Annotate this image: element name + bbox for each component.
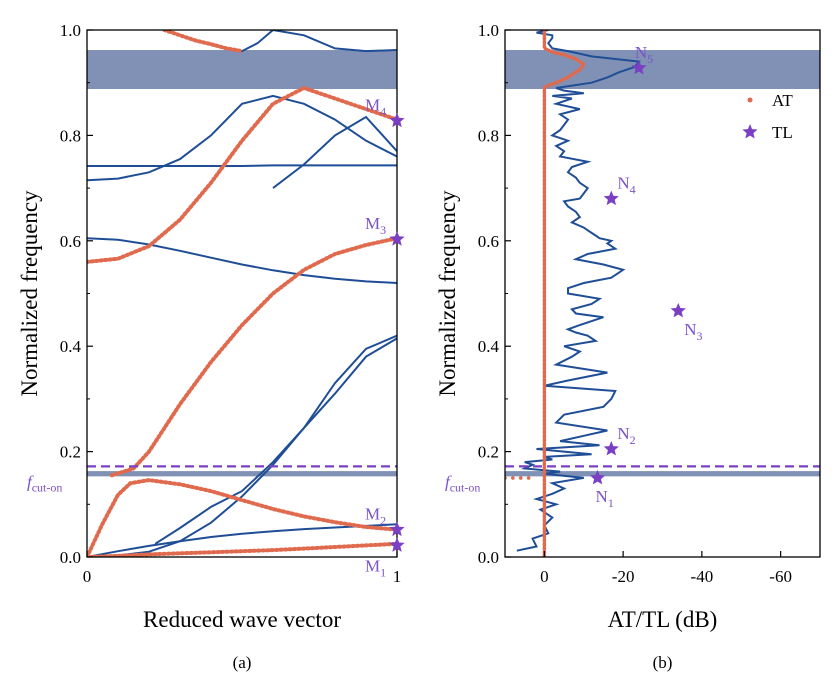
- y-tick-label: 1.0: [60, 21, 81, 40]
- marker-label-M2: M2: [365, 505, 386, 528]
- marker-star-N4: [603, 190, 619, 206]
- marker-label-N5: N5: [635, 43, 653, 66]
- x-tick-label: 0: [540, 567, 549, 586]
- y-tick-label: 0.2: [60, 443, 81, 462]
- bandgap-band: [87, 471, 397, 477]
- x-axis-title: AT/TL (dB): [608, 607, 718, 632]
- dispersion-curve: [87, 237, 397, 284]
- at-series-dot: [487, 476, 491, 480]
- y-axis-title: Normalized frequency: [17, 190, 42, 397]
- panel-caption: (b): [653, 653, 673, 672]
- marker-star-N3: [670, 302, 686, 318]
- y-tick-label: 0.0: [60, 548, 81, 567]
- dispersion-curve: [87, 94, 397, 182]
- dispersion-curve: [87, 164, 397, 167]
- plot-area: [87, 30, 397, 557]
- x-tick-label: -40: [691, 567, 714, 586]
- legend-at-swatch: [747, 97, 753, 103]
- x-tick-label: -60: [769, 567, 792, 586]
- cut-on-label: fcut-on: [445, 472, 480, 494]
- marker-star-M3: [389, 231, 405, 246]
- highlight-curve: [87, 85, 397, 264]
- y-tick-label: 0.6: [60, 232, 81, 251]
- marker-label-N1: N1: [596, 487, 614, 510]
- at-series-dot: [518, 476, 523, 480]
- at-series-dot: [526, 476, 531, 480]
- marker-star-M1: [389, 537, 405, 552]
- highlight-curve: [87, 541, 397, 557]
- marker-label-M1: M1: [365, 556, 386, 579]
- y-tick-label: 0.4: [60, 337, 82, 356]
- y-tick-label: 0.8: [478, 126, 499, 145]
- y-tick-label: 0.2: [478, 443, 499, 462]
- marker-label-M4: M4: [365, 96, 386, 119]
- x-tick-label: 0: [83, 567, 92, 586]
- plot-area: [487, 30, 641, 557]
- legend-tl-swatch: [742, 124, 758, 139]
- y-tick-label: 0.8: [60, 126, 81, 145]
- at-series-dot: [495, 476, 499, 480]
- x-tick-label: 1: [393, 567, 402, 586]
- marker-star-N1: [589, 469, 606, 485]
- marker-star-N5: [631, 59, 647, 75]
- x-axis-title: Reduced wave vector: [143, 607, 341, 632]
- marker-label-N2: N2: [617, 424, 635, 447]
- panel-b: 0.0 0.2 0.4 0.6 0.8 1.0 0 -20 -40 -60 AT/TL (dB) No…: [435, 21, 821, 672]
- dispersion-curve: [272, 115, 397, 189]
- legend: AT TL: [742, 91, 793, 142]
- highlight-curve: [87, 478, 397, 557]
- tl-series-line: [516, 30, 641, 552]
- bandgap-band: [87, 50, 397, 90]
- at-series-dot: [511, 476, 515, 480]
- y-axis-title: Normalized frequency: [435, 190, 460, 397]
- panel-caption: (a): [233, 653, 252, 672]
- marker-star-M2: [389, 521, 405, 537]
- marker-label-M3: M3: [365, 214, 386, 237]
- bandgap-band: [505, 471, 820, 477]
- y-tick-label: 0.4: [478, 337, 500, 356]
- panel-a: 0.0 0.2 0.4 0.6 0.8 1.0 0 1 Reduced wave vector N…: [17, 21, 405, 672]
- dispersion-curve: [87, 337, 397, 557]
- marker-label-N3: N3: [684, 320, 702, 343]
- highlight-curve: [109, 236, 397, 478]
- marker-label-N4: N4: [617, 174, 635, 197]
- y-tick-label: 1.0: [478, 21, 499, 40]
- plot-frame: [86, 29, 398, 558]
- marker-star-N2: [603, 441, 619, 456]
- x-tick-label: -20: [612, 567, 635, 586]
- highlight-curve: [162, 30, 244, 54]
- dispersion-curve: [154, 334, 397, 545]
- dispersion-curve: [87, 523, 397, 557]
- marker-star-M4: [389, 112, 405, 128]
- cut-on-label: fcut-on: [27, 472, 62, 494]
- y-tick-label: 0.0: [478, 548, 499, 567]
- y-tick-label: 0.6: [478, 232, 499, 251]
- at-series-line: [542, 30, 587, 557]
- legend-at-label: AT: [772, 91, 793, 110]
- legend-tl-label: TL: [772, 123, 793, 142]
